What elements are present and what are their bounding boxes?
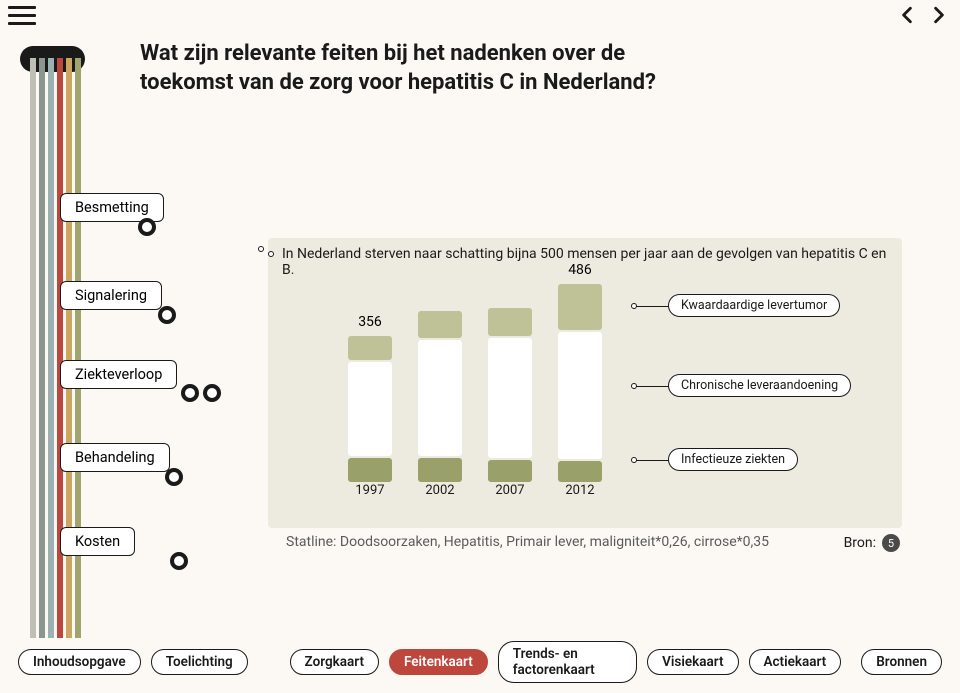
bar-year-label: 2007	[488, 483, 532, 498]
menu-button[interactable]	[8, 6, 36, 26]
nav-visiekaart[interactable]: Visiekaart	[647, 649, 738, 675]
nav-actiekaart[interactable]: Actiekaart	[749, 649, 842, 675]
next-icon[interactable]	[930, 6, 948, 24]
bar-segment	[558, 284, 602, 330]
chapter-node[interactable]	[138, 218, 156, 236]
bar-segment	[418, 458, 462, 482]
bar-segment	[558, 461, 602, 482]
bar-value-label: 356	[348, 314, 392, 330]
legend-item: Kwaardaardige levertumor	[668, 294, 840, 317]
bar-segment	[488, 308, 532, 335]
nav-bronnen[interactable]: Bronnen	[861, 649, 942, 675]
fact-panel: In Nederland sterven naar schatting bijn…	[268, 238, 902, 528]
panel-connector-dot	[258, 246, 264, 252]
chapter-node[interactable]	[158, 306, 176, 324]
bar-year-label: 1997	[348, 483, 392, 498]
prev-icon[interactable]	[898, 6, 916, 24]
nav-toelichting[interactable]: Toelichting	[151, 649, 248, 675]
bar-2007: 2007	[488, 308, 532, 478]
page-title: Wat zijn relevante feiten bij het nadenk…	[140, 40, 700, 97]
nav-inhoudsopgave[interactable]: Inhoudsopgave	[18, 649, 141, 675]
bottom-nav: Inhoudsopgave Toelichting Zorgkaart Feitenk…	[0, 645, 960, 679]
stream-line	[48, 58, 54, 638]
legend-item: Chronische leveraandoening	[668, 374, 851, 397]
bar-1997: 1997356	[348, 336, 392, 478]
bar-2002: 2002	[418, 311, 462, 478]
bar-value-label: 486	[558, 262, 602, 278]
bar-2012: 2012486	[558, 284, 602, 478]
bar-segment	[348, 362, 392, 456]
pager	[898, 6, 948, 24]
nav-feitenkaart[interactable]: Feitenkaart	[389, 649, 488, 675]
chapter-node[interactable]	[170, 552, 188, 570]
source-ref[interactable]: Bron: 5	[844, 534, 900, 552]
bar-segment	[558, 332, 602, 459]
chapter-signalering[interactable]: Signalering	[60, 281, 162, 310]
bar-segment	[418, 311, 462, 338]
bar-segment	[418, 340, 462, 456]
panel-title-dot	[268, 251, 274, 257]
source-text: Statline: Doodsoorzaken, Hepatitis, Prim…	[286, 534, 769, 550]
nav-zorgkaart[interactable]: Zorgkaart	[290, 649, 379, 675]
stream-line	[30, 58, 36, 638]
chapter-node[interactable]	[165, 468, 183, 486]
chapter-ziekteverloop[interactable]: Ziekteverloop	[60, 360, 177, 389]
bar-segment	[488, 338, 532, 458]
chapter-behandeling[interactable]: Behandeling	[60, 443, 170, 472]
bron-badge: 5	[882, 534, 900, 552]
bar-segment	[348, 458, 392, 482]
bar-segment	[488, 460, 532, 482]
bar-year-label: 2012	[558, 483, 602, 498]
nav-trends-en-factorenkaart[interactable]: Trends- en factorenkaart	[498, 641, 637, 683]
chapter-kosten[interactable]: Kosten	[60, 527, 135, 556]
chapter-node[interactable]	[181, 384, 199, 402]
stream-line	[39, 58, 45, 638]
bar-year-label: 2002	[418, 483, 462, 498]
legend-item: Infectieuze ziekten	[668, 448, 798, 471]
deaths-bar-chart: 1997356 2002 2007 2012486	[348, 278, 628, 478]
bron-label: Bron:	[844, 535, 876, 551]
chapter-node[interactable]	[203, 384, 221, 402]
bar-segment	[348, 336, 392, 360]
